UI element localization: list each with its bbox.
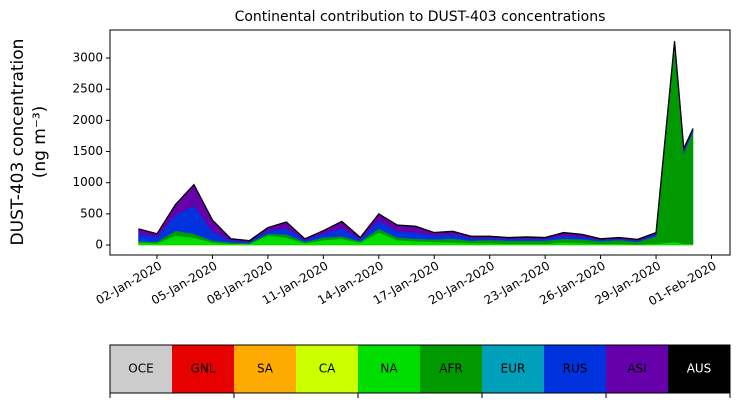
legend-swatch xyxy=(544,345,606,393)
legend-label: GNL xyxy=(191,362,216,376)
y-tick-label: 2000 xyxy=(72,113,103,127)
legend-swatch xyxy=(296,345,358,393)
legend-label: OCE xyxy=(128,362,153,376)
y-label-line: DUST-403 concentration xyxy=(8,39,28,246)
legend-label: SA xyxy=(257,362,274,376)
area xyxy=(138,45,694,245)
legend-label: ASI xyxy=(627,362,646,376)
legend-swatch xyxy=(234,345,296,393)
legend-label: NA xyxy=(380,362,398,376)
y-tick-label: 2500 xyxy=(72,82,103,96)
y-label-line: (ng m⁻³) xyxy=(30,106,50,179)
y-label: DUST-403 concentration (ng m⁻³) xyxy=(8,39,50,246)
legend-label: RUS xyxy=(563,362,588,376)
legend-swatch xyxy=(358,345,420,393)
legend-frame xyxy=(109,344,731,394)
legend-swatch xyxy=(420,345,482,393)
area xyxy=(138,45,694,244)
area xyxy=(138,41,694,244)
area xyxy=(138,41,694,242)
legend-label: EUR xyxy=(501,362,526,376)
legend-swatch xyxy=(482,345,544,393)
legend-label: AUS xyxy=(687,362,712,376)
legend-swatch xyxy=(110,345,172,393)
y-tick-label: 1000 xyxy=(72,175,103,189)
chart-title: Continental contribution to DUST-403 con… xyxy=(235,9,606,25)
area xyxy=(138,41,694,243)
y-tick-label: 500 xyxy=(80,206,103,220)
legend-swatch xyxy=(668,345,730,393)
legend-label: AFR xyxy=(439,362,462,376)
legend-swatch xyxy=(606,345,668,393)
legend-swatch xyxy=(172,345,234,393)
y-tick-label: 3000 xyxy=(72,51,103,65)
plot-frame xyxy=(109,29,731,256)
y-tick-label: 0 xyxy=(95,238,103,252)
y-tick-label: 1500 xyxy=(72,144,103,158)
legend-label: CA xyxy=(319,362,336,376)
